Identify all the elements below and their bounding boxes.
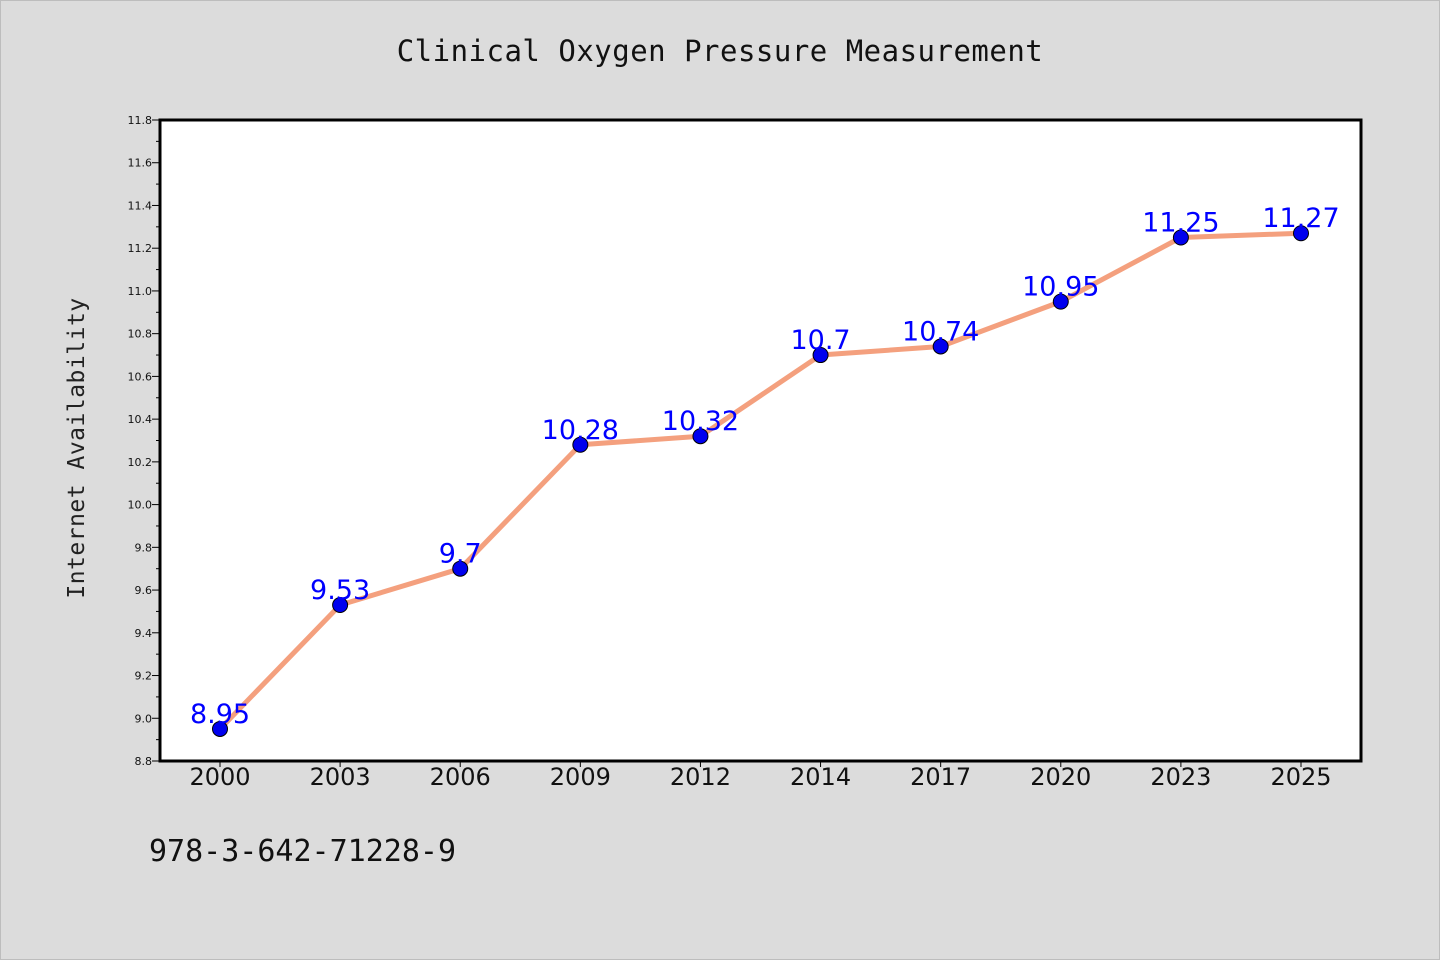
y-tick-label: 10.4 [128,413,153,426]
x-axis-ticks: 2000 2003 2006 2009 2012 2014 2017 2020 2023 2025 [189,761,1332,791]
y-tick-label: 9.8 [135,541,153,554]
data-label: 11.25 [1142,208,1219,239]
data-point [572,436,589,453]
y-tick-label: 9.4 [135,627,153,640]
x-tick-label: 2012 [670,763,731,791]
y-tick-label: 11.0 [128,285,153,298]
series-line [217,230,1304,732]
chart-title: Clinical Oxygen Pressure Measurement [396,34,1044,68]
y-tick-label: 10.6 [128,370,153,383]
x-tick-label: 2009 [550,763,611,791]
x-tick-label: 2017 [910,763,971,791]
data-label: 11.27 [1262,203,1339,234]
y-tick-label: 10.2 [128,456,153,469]
x-tick-label: 2025 [1270,763,1331,791]
data-label: 10.32 [662,406,739,437]
data-point [1052,293,1069,310]
y-tick-label: 9.6 [135,584,153,597]
x-tick-label: 2020 [1030,763,1091,791]
y-tick-label: 11.8 [128,114,153,127]
y-tick-label: 8.8 [135,755,153,768]
x-tick-label: 2023 [1150,763,1211,791]
data-label: 10.74 [902,316,979,347]
x-tick-label: 2000 [189,763,250,791]
x-tick-label: 2006 [430,763,491,791]
data-label: 9.7 [439,539,482,570]
footnote-isbn: 978-3-642-71228-9 [149,834,457,869]
data-point [1293,225,1309,242]
y-axis-ticks: 8.8 9.0 9.2 9.4 9.6 9.8 10.0 10.2 10.4 10.6 10.8 11… [128,114,160,768]
data-labels: 8.95 9.53 9.7 10.28 10.32 10.7 10.74 10.95 11.25… [190,203,1340,730]
x-tick-label: 2003 [310,763,371,791]
data-point [452,560,469,577]
data-label: 8.95 [190,699,250,730]
y-tick-label: 9.2 [135,670,153,683]
data-point [1172,229,1189,246]
y-tick-label: 11.2 [128,242,153,255]
data-point [692,428,709,445]
plot-area [158,118,1363,763]
series-group [212,225,1309,737]
data-point [332,597,349,614]
data-point [812,347,829,364]
data-label: 10.7 [790,325,850,356]
data-point [212,720,228,737]
data-label: 10.28 [542,415,619,446]
data-label: 9.53 [310,575,370,606]
y-tick-label: 10.0 [128,499,153,512]
y-tick-label: 9.0 [135,712,153,725]
data-label: 10.95 [1022,272,1099,303]
y-tick-label: 11.4 [128,199,153,212]
data-point [932,338,949,355]
y-tick-label: 10.8 [128,328,153,341]
y-tick-label: 11.6 [128,157,153,170]
x-tick-label: 2014 [790,763,851,791]
